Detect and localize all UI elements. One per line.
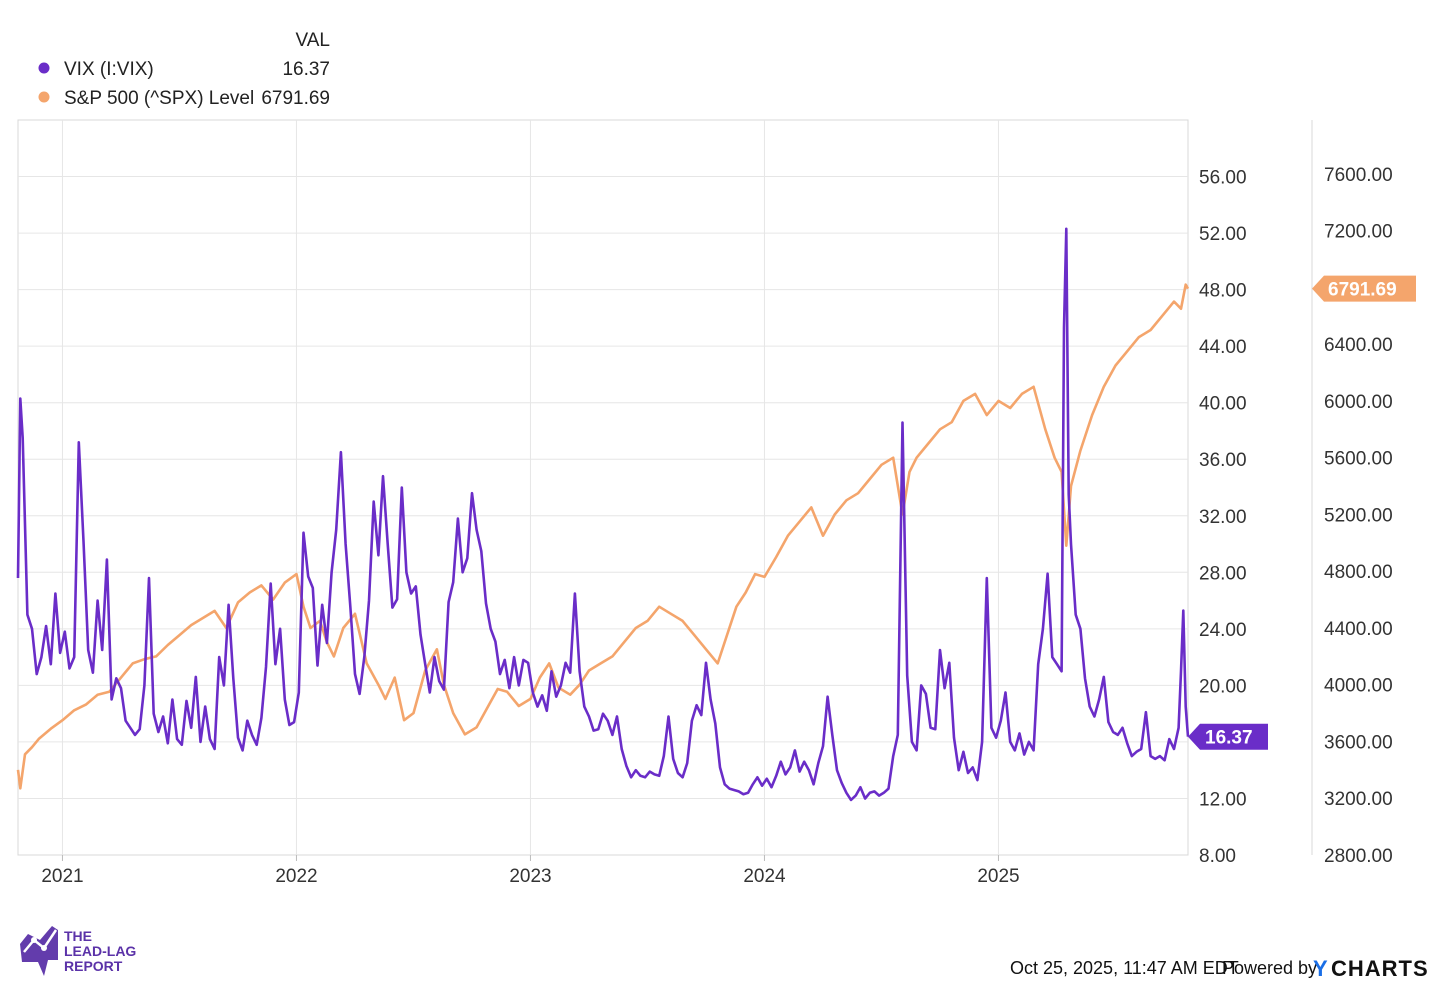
legend-vix-value: 16.37	[282, 59, 330, 80]
legend-spx-label: S&P 500 (^SPX) Level	[64, 88, 254, 109]
logo-line-3: REPORT	[64, 958, 123, 974]
vix-badge-text: 16.37	[1205, 728, 1253, 749]
left-tick-label: 56.00	[1199, 168, 1247, 189]
legend-vix-label: VIX (I:VIX)	[64, 59, 154, 80]
x-tick-label: 2024	[743, 866, 786, 887]
left-tick-label: 48.00	[1199, 281, 1247, 302]
left-tick-label: 28.00	[1199, 563, 1247, 584]
right-tick-label: 4400.00	[1324, 619, 1393, 640]
x-tick-label: 2022	[275, 866, 317, 887]
ycharts-logo-text: CHARTS	[1331, 956, 1429, 981]
spx-last-value-badge: 6791.69	[1312, 275, 1416, 302]
footer: Oct 25, 2025, 11:47 AM EDT Powered by Y …	[1010, 956, 1429, 981]
left-tick-label: 32.00	[1199, 507, 1247, 528]
footer-timestamp: Oct 25, 2025, 11:47 AM EDT	[1010, 958, 1239, 978]
left-tick-label: 20.00	[1199, 676, 1247, 697]
left-tick-label: 44.00	[1199, 337, 1247, 358]
spx-badge-text: 6791.69	[1328, 280, 1397, 301]
ycharts-logo-y: Y	[1313, 956, 1328, 981]
lead-lag-logo-icon	[20, 926, 58, 976]
footer-powered-by: Powered by	[1222, 958, 1317, 978]
right-tick-label: 6400.00	[1324, 335, 1393, 356]
series-layer	[16, 227, 1190, 802]
right-tick-label: 7200.00	[1324, 222, 1393, 243]
right-tick-label: 3200.00	[1324, 789, 1393, 810]
legend-spx-marker	[38, 91, 50, 103]
left-tick-label: 36.00	[1199, 450, 1247, 471]
legend-vix-marker	[38, 62, 50, 74]
right-tick-label: 5600.00	[1324, 449, 1393, 470]
x-axis-ticks: 2021 2022 2023 2024 2025	[41, 855, 1020, 887]
left-tick-label: 12.00	[1199, 789, 1247, 810]
vix-badge-shape	[1188, 723, 1268, 750]
vix-last-value-badge: 16.37	[1188, 723, 1268, 750]
vertical-gridlines	[61, 120, 999, 855]
vix-series-line	[16, 227, 1190, 802]
right-tick-label: 7600.00	[1324, 165, 1393, 186]
right-tick-label: 5200.00	[1324, 505, 1393, 526]
x-tick-label: 2021	[41, 866, 83, 887]
right-tick-label: 4800.00	[1324, 562, 1393, 583]
x-tick-label: 2023	[509, 866, 551, 887]
left-axis-ticks: 56.00 52.00 48.00 44.00 40.00 36.00 32.00 28.00…	[1199, 168, 1247, 867]
horizontal-gridlines	[18, 176, 1188, 799]
left-tick-label: 40.00	[1199, 394, 1247, 415]
left-tick-label: 24.00	[1199, 620, 1247, 641]
spx-badge-shape	[1312, 275, 1416, 302]
x-tick-label: 2025	[977, 866, 1019, 887]
right-tick-label: 2800.00	[1324, 846, 1393, 867]
legend-value-header: VAL	[295, 30, 330, 51]
logo-line-1: THE	[64, 928, 92, 944]
legend: VAL VIX (I:VIX) 16.37 S&P 500 (^SPX) Lev…	[38, 30, 330, 109]
left-tick-label: 8.00	[1199, 846, 1236, 867]
spx-series-line	[16, 283, 1190, 790]
right-tick-label: 6000.00	[1324, 392, 1393, 413]
right-tick-label: 3600.00	[1324, 732, 1393, 753]
logo-line-2: LEAD-LAG	[64, 943, 136, 959]
right-tick-label: 4000.00	[1324, 676, 1393, 697]
lead-lag-logo: THE LEAD-LAG REPORT	[20, 926, 136, 976]
right-axis-ticks: 7600.007200.006800.006400.006000.005600.…	[1324, 165, 1393, 867]
left-tick-label: 52.00	[1199, 224, 1247, 245]
legend-spx-value: 6791.69	[261, 88, 330, 109]
